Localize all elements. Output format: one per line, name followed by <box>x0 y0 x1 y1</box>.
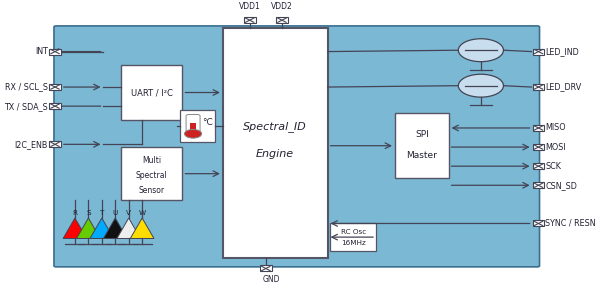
Text: °C: °C <box>202 118 212 127</box>
Bar <box>533 163 544 169</box>
Text: Multi: Multi <box>142 156 161 165</box>
Bar <box>49 49 61 55</box>
Bar <box>260 265 272 272</box>
Bar <box>180 110 215 141</box>
Bar <box>223 28 328 257</box>
Polygon shape <box>130 218 154 238</box>
Text: SCK: SCK <box>545 162 562 171</box>
Text: MOSI: MOSI <box>545 143 566 152</box>
Text: Spectral_ID: Spectral_ID <box>244 121 307 132</box>
Bar <box>121 65 182 120</box>
Text: U: U <box>113 210 118 216</box>
Circle shape <box>458 74 503 97</box>
Bar <box>190 123 196 133</box>
Text: INT: INT <box>35 47 48 56</box>
Polygon shape <box>117 218 140 238</box>
Text: Sensor: Sensor <box>139 186 164 195</box>
Circle shape <box>458 39 503 62</box>
Bar <box>533 125 544 131</box>
Text: RX / SCL_S: RX / SCL_S <box>5 83 48 92</box>
Bar <box>49 141 61 147</box>
Bar <box>276 17 288 23</box>
Text: 16MHz: 16MHz <box>341 240 365 246</box>
Bar <box>533 144 544 150</box>
Bar <box>533 49 544 55</box>
Text: Spectral: Spectral <box>136 171 167 180</box>
Polygon shape <box>63 218 87 238</box>
Text: SYNC / RESN: SYNC / RESN <box>545 219 596 228</box>
Bar <box>331 224 376 251</box>
Polygon shape <box>90 218 113 238</box>
Text: W: W <box>139 210 146 216</box>
Bar <box>533 182 544 188</box>
Text: Engine: Engine <box>256 149 294 159</box>
Polygon shape <box>77 218 100 238</box>
Text: LED_IND: LED_IND <box>545 47 579 56</box>
Text: I2C_ENB: I2C_ENB <box>14 140 48 149</box>
Text: MISO: MISO <box>545 123 566 133</box>
Text: RC Osc: RC Osc <box>341 229 366 235</box>
Text: LED_DRV: LED_DRV <box>545 83 581 92</box>
FancyBboxPatch shape <box>186 115 200 135</box>
Text: Master: Master <box>406 151 437 160</box>
Text: VDD1: VDD1 <box>239 2 260 11</box>
Text: CSN_SD: CSN_SD <box>545 181 577 190</box>
Bar <box>49 103 61 109</box>
FancyBboxPatch shape <box>54 26 539 267</box>
Bar <box>533 84 544 90</box>
Text: S: S <box>86 210 91 216</box>
Text: VDD2: VDD2 <box>271 2 293 11</box>
Text: V: V <box>126 210 131 216</box>
Polygon shape <box>103 218 127 238</box>
Text: GND: GND <box>262 275 280 284</box>
Text: SPI: SPI <box>415 130 428 139</box>
Bar <box>244 17 256 23</box>
Text: T: T <box>100 210 104 216</box>
Bar <box>121 147 182 200</box>
Bar <box>533 220 544 226</box>
Bar <box>395 113 449 179</box>
Text: TX / SDA_S: TX / SDA_S <box>4 102 48 111</box>
Bar <box>49 84 61 90</box>
Circle shape <box>184 129 202 138</box>
Text: UART / I²C: UART / I²C <box>131 88 172 97</box>
Text: R: R <box>73 210 77 216</box>
